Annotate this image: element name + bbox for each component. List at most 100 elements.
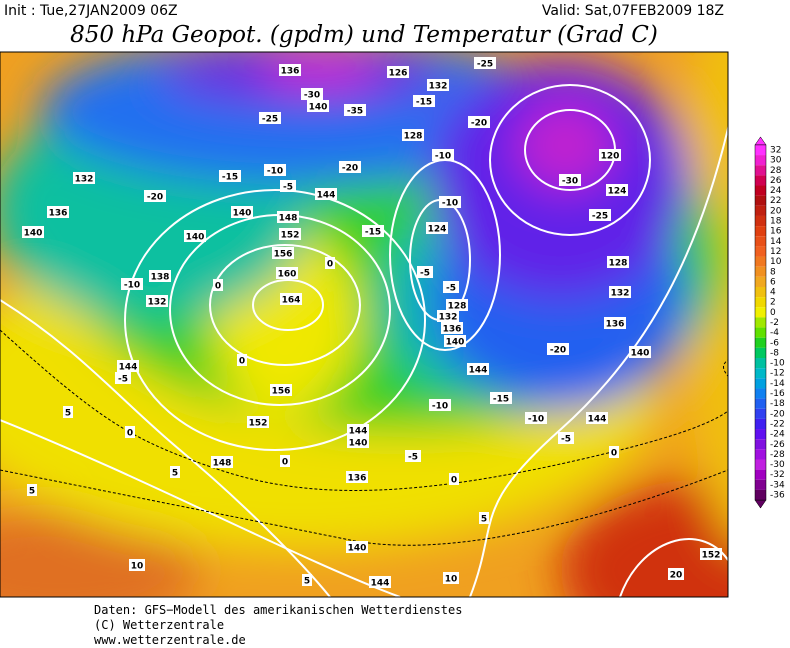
- geopotential-label: 136: [606, 320, 625, 330]
- geopotential-label: 144: [317, 191, 336, 201]
- colorbar-label: 30: [770, 156, 782, 166]
- temperature-label: -25: [262, 115, 278, 125]
- colorbar-bottom-arrow: [754, 499, 767, 509]
- geopotential-label-box: [211, 456, 233, 468]
- temperature-label: -25: [592, 212, 608, 222]
- colorbar-label: 18: [770, 217, 782, 227]
- colorbar-cell: [755, 378, 766, 389]
- colorbar-label: -2: [770, 318, 779, 328]
- temperature-label-box: [280, 455, 290, 467]
- temperature-label: -20: [147, 193, 163, 203]
- geopotential-label: 138: [151, 273, 170, 283]
- geopotential-label-box: [347, 436, 369, 448]
- temperature-label-box: [479, 512, 489, 524]
- temperature-label-box: [525, 412, 547, 424]
- geopotential-label: 144: [469, 366, 488, 376]
- temperature-label: -10: [267, 167, 283, 177]
- colorbar-cell: [755, 358, 766, 369]
- temperature-label: -10: [124, 281, 140, 291]
- geopotential-label: 160: [278, 270, 297, 280]
- colorbar-cell: [755, 398, 766, 409]
- temperature-label: -25: [477, 60, 493, 70]
- colorbar: 32302826242220181614121086420-2-4-6-8-10…: [754, 136, 785, 509]
- colorbar-label: 8: [770, 267, 776, 277]
- colorbar-label: 4: [770, 288, 776, 298]
- temperature-label-box: [490, 392, 512, 404]
- colorbar-label: -28: [770, 450, 785, 460]
- temperature-label: 5: [481, 515, 487, 525]
- geopotential-label: 156: [274, 250, 293, 260]
- temperature-label-box: [609, 446, 619, 458]
- geopotential-label-box: [47, 206, 69, 218]
- temperature-label-box: [115, 372, 131, 384]
- temperature-label: -15: [365, 228, 381, 238]
- temperature-label: -5: [283, 183, 293, 193]
- colorbar-label: 16: [770, 227, 782, 237]
- temperature-label-box: [429, 399, 451, 411]
- temperature-label: 0: [282, 458, 288, 468]
- colorbar-cell: [755, 144, 766, 156]
- geopotential-label-box: [607, 256, 629, 268]
- geopotential-label-box: [270, 384, 292, 396]
- geopotential-label-box: [279, 228, 301, 240]
- temperature-label-box: [237, 354, 247, 366]
- colorbar-cell: [755, 165, 766, 176]
- colorbar-cell: [755, 185, 766, 196]
- geopotential-label: 132: [75, 175, 94, 185]
- temperature-label: -10: [442, 199, 458, 209]
- colorbar-label: 24: [770, 186, 782, 196]
- colorbar-label: -8: [770, 348, 779, 358]
- footer-source: Daten: GFS−Modell des amerikanischen Wet…: [94, 603, 462, 617]
- temperature-label-box: [213, 279, 223, 291]
- temperature-label: -10: [435, 152, 451, 162]
- geopotential-label-box: [73, 172, 95, 184]
- temperature-label-box: [443, 572, 459, 584]
- colorbar-cell: [755, 307, 766, 318]
- temperature-label-box: [27, 484, 37, 496]
- temperature-label-box: [63, 406, 73, 418]
- temperature-label-box: [443, 281, 459, 293]
- colorbar-cell: [755, 337, 766, 348]
- colorbar-label: -20: [770, 409, 785, 419]
- geopotential-label: 152: [281, 231, 300, 241]
- geopotential-label-box: [369, 576, 391, 588]
- geopotential-label-box: [402, 129, 424, 141]
- colorbar-cell: [755, 276, 766, 287]
- temperature-label: 10: [131, 562, 144, 572]
- temperature-label: -15: [416, 98, 432, 108]
- temperature-label-box: [559, 174, 581, 186]
- temperature-label: 5: [29, 487, 35, 497]
- geopotential-label-box: [586, 412, 608, 424]
- colorbar-cell: [755, 236, 766, 247]
- temperature-label-box: [558, 432, 574, 444]
- temperature-label: 20: [670, 571, 683, 581]
- colorbar-cell: [755, 489, 766, 501]
- geopotential-label-box: [427, 79, 449, 91]
- colorbar-label: -12: [770, 369, 785, 379]
- colorbar-label: 20: [770, 206, 782, 216]
- geopotential-label: 120: [601, 152, 620, 162]
- geopotential-label-box: [441, 322, 463, 334]
- geopotential-label-box: [146, 295, 168, 307]
- colorbar-cell: [755, 347, 766, 359]
- colorbar-frame: [754, 144, 767, 501]
- temperature-label: 5: [65, 409, 71, 419]
- colorbar-cell: [755, 429, 766, 440]
- colorbar-label: -36: [770, 491, 785, 501]
- colorbar-cell: [755, 297, 766, 308]
- colorbar-label: 28: [770, 166, 782, 176]
- geopotential-label-box: [272, 247, 294, 259]
- geopotential-label: 164: [282, 296, 301, 306]
- temperature-label: -5: [408, 453, 418, 463]
- colorbar-label: -16: [770, 389, 785, 399]
- colorbar-label: 12: [770, 247, 781, 257]
- temperature-label: -15: [222, 173, 238, 183]
- temperature-label-box: [325, 257, 335, 269]
- temperature-label: -20: [550, 346, 566, 356]
- colorbar-label: -26: [770, 440, 785, 450]
- temperature-label-box: [121, 278, 143, 290]
- geopotential-label: 124: [428, 225, 447, 235]
- geopotential-label: 136: [443, 325, 462, 335]
- colorbar-label: 26: [770, 176, 782, 186]
